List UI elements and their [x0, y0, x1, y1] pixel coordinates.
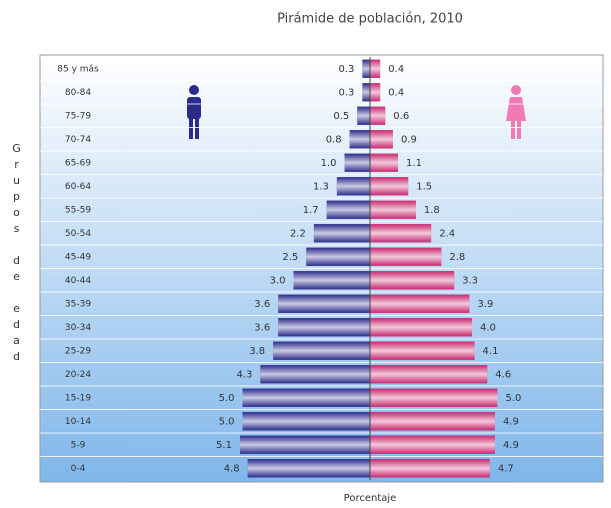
bar-shine	[370, 177, 409, 196]
value-label: 4.9	[503, 440, 519, 451]
bar-shine	[239, 435, 370, 454]
bar-shine	[370, 130, 393, 149]
bar-shine	[370, 247, 442, 266]
bar-shine	[362, 83, 370, 102]
bar-shine	[293, 271, 370, 290]
y-tick-label: 35-39	[65, 299, 91, 309]
y-tick-label: 20-24	[65, 370, 91, 380]
y-tick-label: 40-44	[65, 276, 91, 286]
bar-shine	[370, 388, 498, 407]
value-label: 1.3	[313, 181, 329, 192]
value-label: 3.8	[249, 346, 265, 357]
value-label: 5.1	[216, 440, 232, 451]
value-label: 0.3	[338, 87, 354, 98]
value-label: 4.7	[498, 463, 514, 474]
value-label: 1.0	[321, 158, 337, 169]
value-label: 0.8	[326, 134, 342, 145]
value-label: 0.5	[333, 111, 349, 122]
bar-shine	[370, 224, 432, 243]
bar-shine	[370, 59, 381, 78]
bar-shine	[370, 435, 495, 454]
value-label: 0.6	[393, 111, 409, 122]
value-label: 4.9	[503, 416, 519, 427]
value-label: 5.0	[219, 393, 235, 404]
bar-shine	[260, 365, 370, 384]
bar-shine	[370, 365, 488, 384]
y-tick-label: 80-84	[65, 88, 91, 98]
bar-shine	[370, 106, 386, 125]
value-label: 0.3	[338, 64, 354, 75]
bar-shine	[370, 341, 475, 360]
y-tick-label: 10-14	[65, 417, 91, 427]
y-tick-label: 30-34	[65, 323, 91, 333]
bar-shine	[370, 318, 472, 337]
y-tick-label: 50-54	[65, 229, 91, 239]
value-label: 5.0	[506, 393, 522, 404]
bar-shine	[370, 83, 381, 102]
bar-shine	[278, 318, 370, 337]
value-label: 2.8	[449, 252, 465, 263]
y-tick-label: 65-69	[65, 158, 91, 168]
value-label: 1.5	[416, 181, 432, 192]
bar-shine	[370, 459, 490, 478]
value-label: 5.0	[219, 416, 235, 427]
bar-shine	[370, 271, 455, 290]
y-tick-label: 55-59	[65, 205, 91, 215]
x-axis-label: Porcentaje	[344, 493, 397, 504]
value-label: 3.6	[254, 299, 270, 310]
y-tick-label: 45-49	[65, 252, 91, 262]
bar-shine	[370, 294, 470, 313]
value-label: 4.1	[483, 346, 499, 357]
value-label: 4.6	[495, 369, 511, 380]
bar-shine	[242, 388, 370, 407]
value-label: 0.4	[388, 64, 404, 75]
bar-shine	[370, 153, 399, 172]
y-tick-label: 60-64	[65, 182, 91, 192]
value-label: 3.0	[270, 275, 286, 286]
value-label: 2.2	[290, 228, 306, 239]
value-label: 4.3	[236, 369, 252, 380]
bar-shine	[247, 459, 370, 478]
value-label: 3.6	[254, 322, 270, 333]
value-label: 3.9	[477, 299, 493, 310]
y-tick-label: 5-9	[71, 440, 86, 450]
bar-shine	[344, 153, 370, 172]
y-axis-label: Grupos de edad	[10, 142, 23, 366]
y-tick-label: 75-79	[65, 111, 91, 121]
y-tick-label: 15-19	[65, 393, 91, 403]
value-label: 1.8	[424, 205, 440, 216]
value-label: 3.3	[462, 275, 478, 286]
value-label: 1.7	[303, 205, 319, 216]
bar-shine	[357, 106, 370, 125]
bar-shine	[278, 294, 370, 313]
y-tick-label: 70-74	[65, 135, 91, 145]
value-label: 2.5	[282, 252, 298, 263]
y-tick-label: 85 y más	[57, 64, 99, 74]
bar-shine	[242, 412, 370, 431]
female-icon	[506, 85, 526, 139]
bar-shine	[273, 341, 370, 360]
value-label: 0.9	[401, 134, 417, 145]
bar-shine	[326, 200, 370, 219]
y-tick-label: 0-4	[71, 464, 86, 474]
value-label: 4.8	[224, 463, 240, 474]
bar-shine	[362, 59, 370, 78]
bar-shine	[313, 224, 370, 243]
y-tick-label: 25-29	[65, 346, 91, 356]
value-label: 1.1	[406, 158, 422, 169]
bar-shine	[370, 200, 416, 219]
value-label: 2.4	[439, 228, 455, 239]
bar-shine	[306, 247, 370, 266]
bar-shine	[336, 177, 370, 196]
value-label: 0.4	[388, 87, 404, 98]
bar-shine	[349, 130, 370, 149]
chart-title: Pirámide de población, 2010	[277, 12, 463, 27]
bar-shine	[370, 412, 495, 431]
value-label: 4.0	[480, 322, 496, 333]
